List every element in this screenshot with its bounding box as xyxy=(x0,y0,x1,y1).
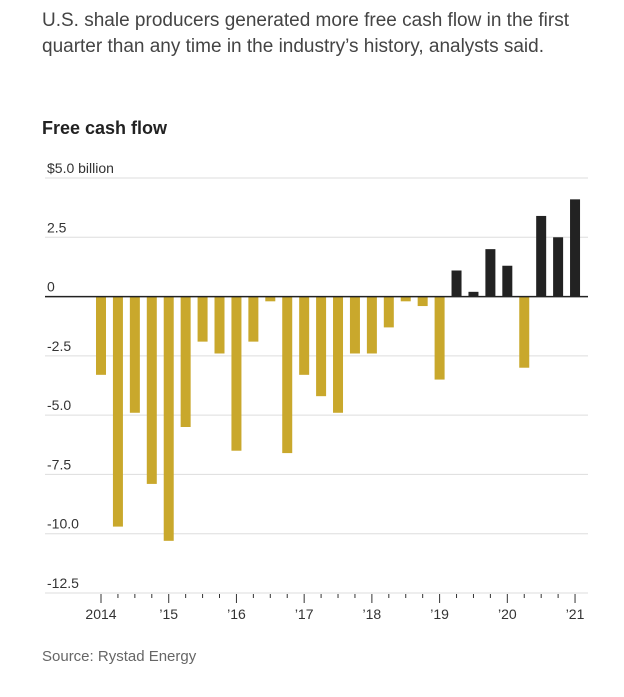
bar xyxy=(248,296,259,342)
y-tick-label: -10.0 xyxy=(47,516,79,532)
source-note: Source: Rystad Energy xyxy=(42,648,197,665)
y-tick-label: -12.5 xyxy=(47,575,79,591)
bar xyxy=(129,296,140,413)
bar xyxy=(333,296,344,413)
gridlines xyxy=(45,177,588,594)
bar xyxy=(316,296,327,397)
bar xyxy=(96,296,106,375)
bar xyxy=(400,296,411,302)
x-axis: 2014 ’15 ’16 ’17 ’18 ’19 ’20 ’21 xyxy=(85,594,585,622)
bars xyxy=(96,199,581,541)
x-tick-label: ’17 xyxy=(295,606,314,622)
x-tick-label: ’20 xyxy=(498,606,517,622)
y-tick-labels: $5.0 billion 2.5 0 -2.5 -5.0 -7.5 -10.0 -12.5 xyxy=(47,160,114,591)
bar xyxy=(163,296,174,541)
y-tick-label: $5.0 billion xyxy=(47,160,114,176)
bar xyxy=(485,249,496,297)
bar xyxy=(536,215,547,297)
y-tick-label: 0 xyxy=(47,279,55,295)
bar xyxy=(197,296,208,342)
x-tick-label: ’15 xyxy=(159,606,178,622)
bar xyxy=(146,296,157,484)
x-tick-label: ’16 xyxy=(227,606,246,622)
bar xyxy=(553,237,564,297)
bar xyxy=(451,270,462,297)
y-tick-label: -7.5 xyxy=(47,456,71,472)
chart-title: Free cash flow xyxy=(42,118,168,138)
bar xyxy=(265,296,276,302)
x-tick-label: 2014 xyxy=(85,606,116,622)
bar xyxy=(570,199,581,297)
bar xyxy=(180,296,191,427)
bar xyxy=(468,291,479,297)
bar xyxy=(282,296,293,454)
y-tick-label: -5.0 xyxy=(47,397,71,413)
bar xyxy=(383,296,394,328)
x-tick-label: ’21 xyxy=(566,606,585,622)
y-tick-label: -2.5 xyxy=(47,338,71,354)
bar xyxy=(366,296,377,354)
headline: U.S. shale producers generated more free… xyxy=(42,10,569,57)
bar xyxy=(231,296,242,451)
x-tick-label: ’19 xyxy=(430,606,449,622)
bar xyxy=(112,296,123,527)
bar xyxy=(214,296,225,354)
bar xyxy=(434,296,445,380)
bar xyxy=(349,296,360,354)
bar xyxy=(417,296,428,307)
bar xyxy=(519,296,530,368)
x-tick-label: ’18 xyxy=(363,606,382,622)
y-tick-label: 2.5 xyxy=(47,219,67,235)
bar xyxy=(502,265,513,297)
bar xyxy=(299,296,310,375)
